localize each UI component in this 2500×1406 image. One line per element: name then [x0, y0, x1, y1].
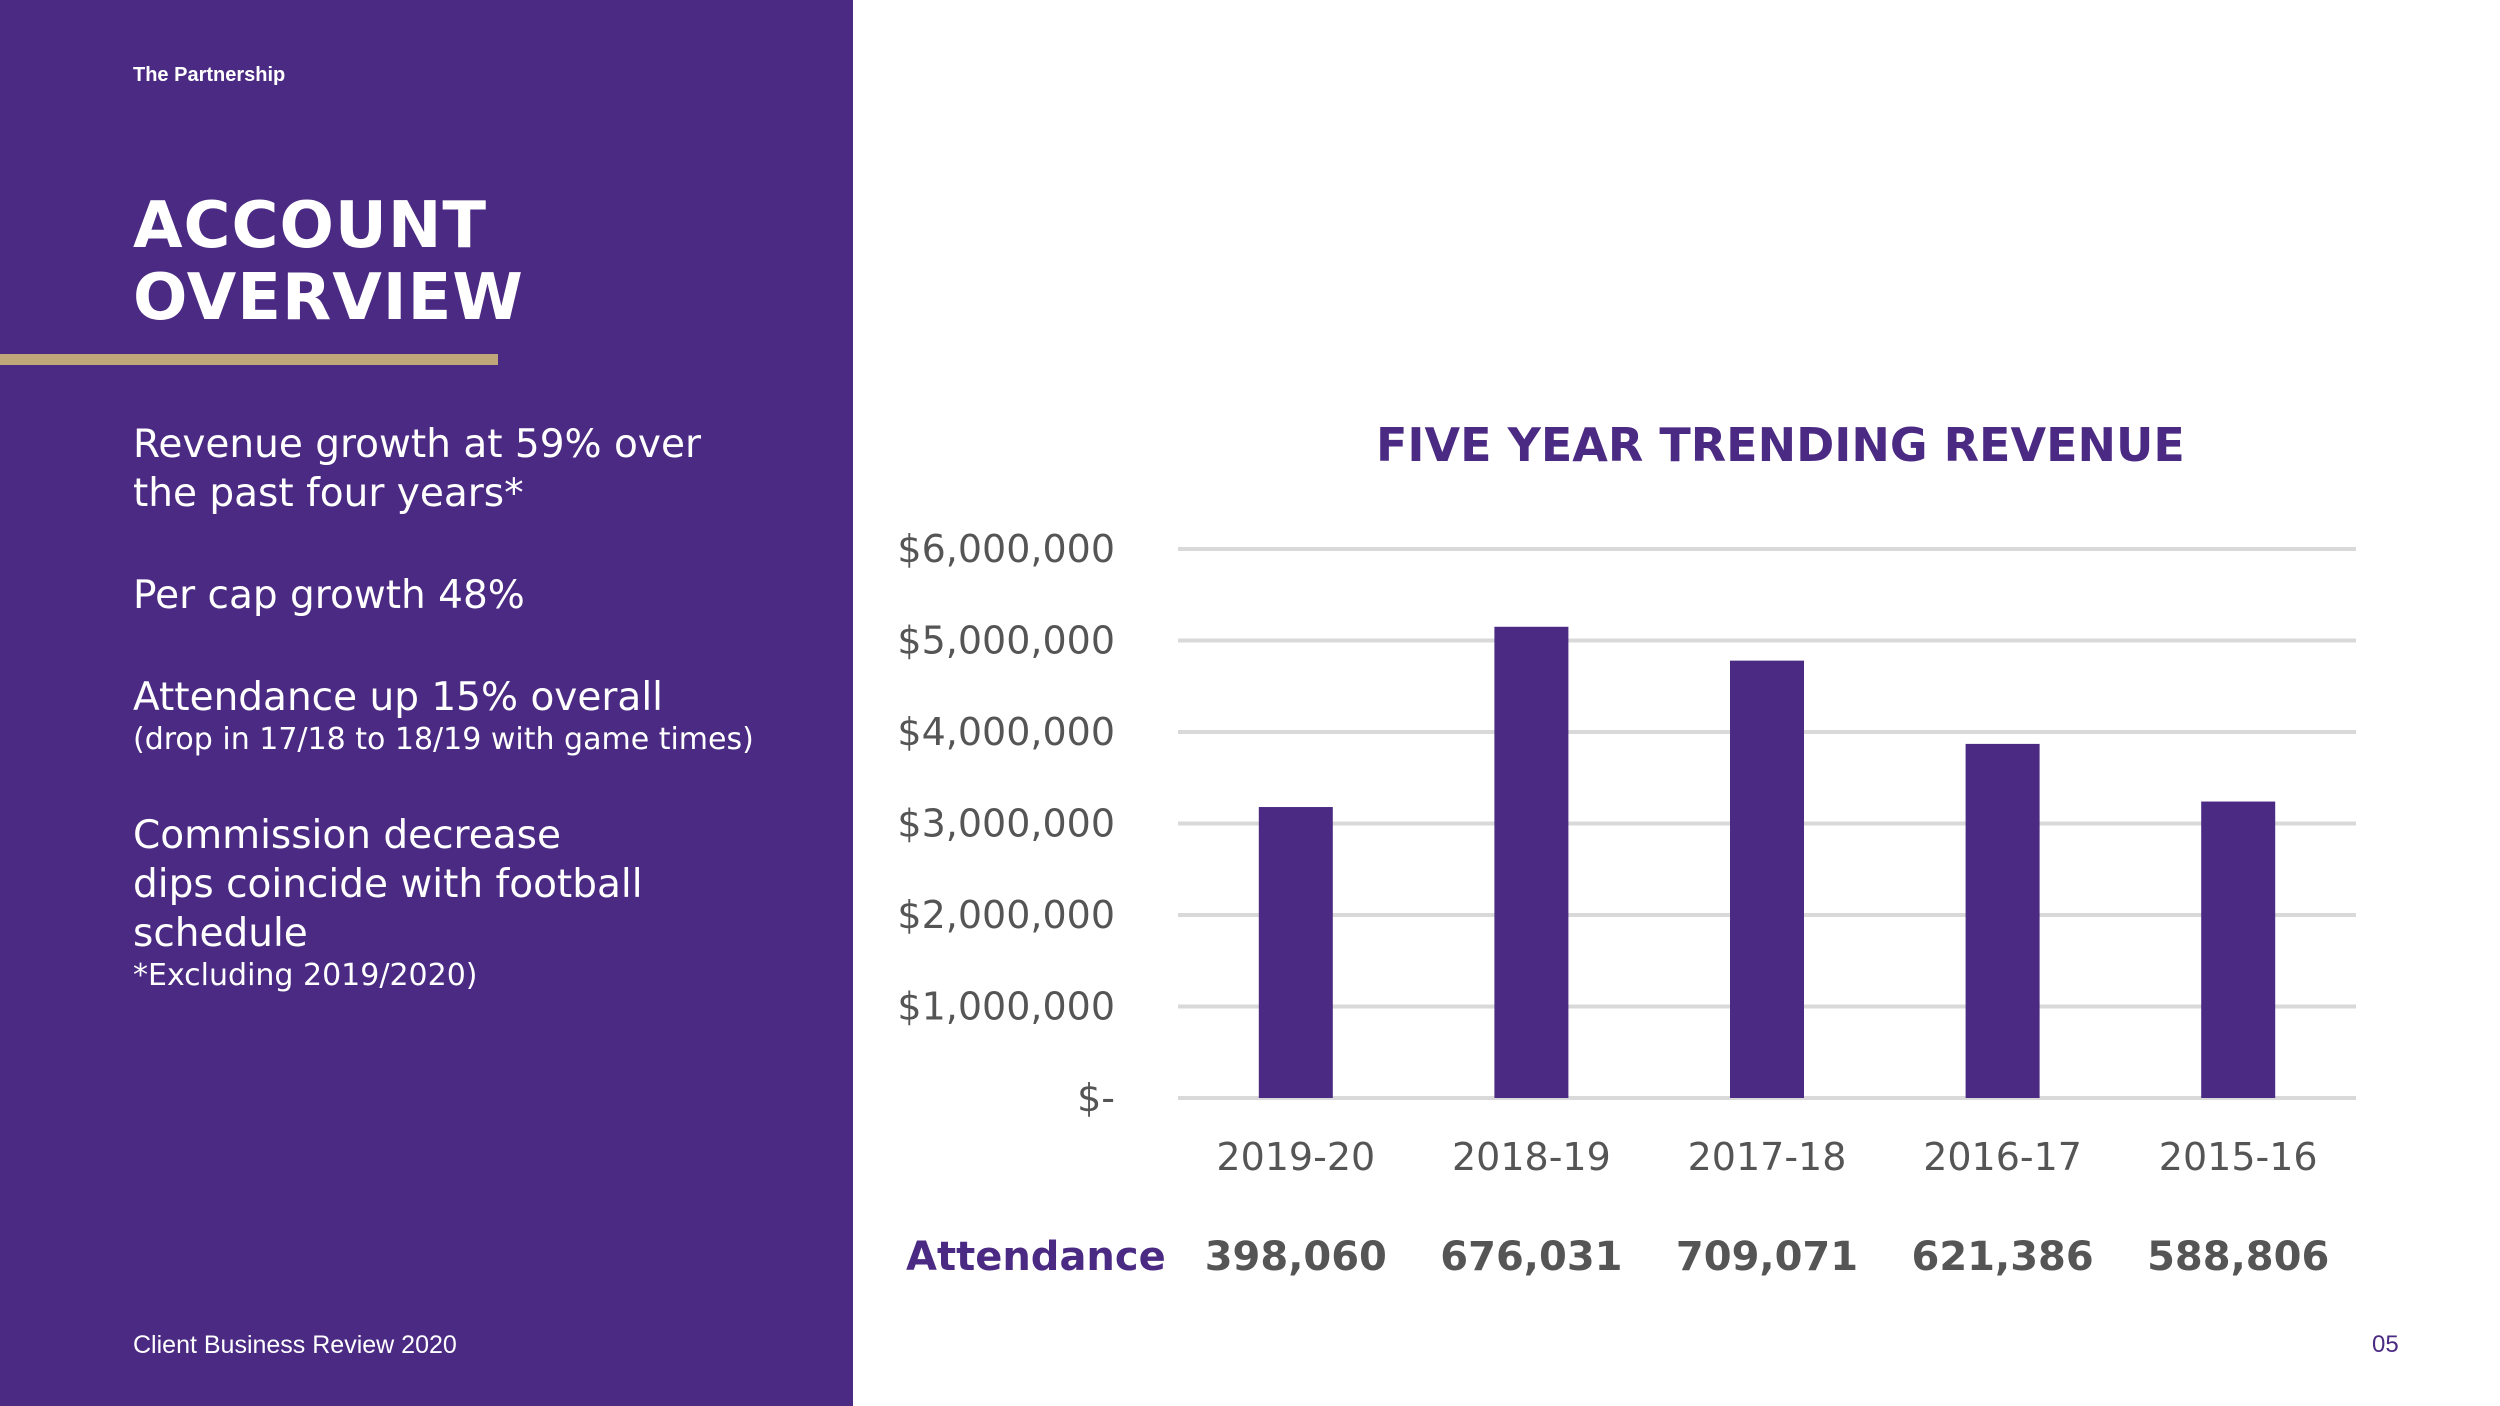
key-point-line: Revenue growth at 59% over [133, 422, 701, 467]
attendance-value: 621,386 [1911, 1234, 2094, 1280]
key-point-attendance: Attendance up 15% overall (drop in 17/18… [133, 673, 833, 758]
y-tick-label: $6,000,000 [897, 527, 1115, 571]
attendance-value: 398,060 [1204, 1234, 1387, 1280]
slide-title-line1: ACCOUNT [133, 189, 488, 263]
y-tick-label: $5,000,000 [897, 619, 1115, 663]
bar-2016-17 [1965, 743, 2040, 1098]
bar-2015-16 [2201, 801, 2276, 1098]
attendance-value: 709,071 [1675, 1234, 1859, 1280]
x-tick-label: 2018-19 [1452, 1135, 1611, 1179]
y-tick-label: $4,000,000 [897, 710, 1115, 754]
key-point-line: the past four years* [133, 471, 524, 516]
y-tick-label: $2,000,000 [897, 893, 1115, 937]
key-point-note: *Excluding 2019/2020) [133, 958, 478, 993]
attendance-value: 588,806 [2147, 1234, 2330, 1280]
slide-title: ACCOUNT OVERVIEW [133, 190, 524, 334]
y-tick-label: $- [1077, 1076, 1115, 1120]
key-point-revenue-growth: Revenue growth at 59% over the past four… [133, 420, 833, 518]
key-point-per-cap: Per cap growth 48% [133, 571, 833, 620]
key-point-line: Attendance up 15% overall [133, 675, 663, 720]
key-point-note: (drop in 17/18 to 18/19 with game times) [133, 722, 754, 757]
chart-title: FIVE YEAR TRENDING REVENUE [1376, 418, 2185, 472]
x-tick-label: 2016-17 [1923, 1135, 2082, 1179]
key-point-line: Commission decrease [133, 813, 561, 858]
x-tick-label: 2019-20 [1216, 1135, 1375, 1179]
key-point-line: dips coincide with football [133, 862, 643, 907]
x-tick-label: 2017-18 [1688, 1135, 1847, 1179]
attendance-value: 676,031 [1440, 1234, 1623, 1280]
section-label: The Partnership [133, 64, 286, 86]
bar-2018-19 [1494, 626, 1569, 1098]
bar-2019-20 [1258, 807, 1333, 1098]
slide-title-line2: OVERVIEW [133, 261, 524, 335]
key-point-line: Per cap growth 48% [133, 573, 525, 618]
y-tick-label: $3,000,000 [897, 802, 1115, 846]
bar-2017-18 [1730, 660, 1804, 1098]
key-point-commission: Commission decrease dips coincide with f… [133, 811, 833, 994]
title-divider [0, 354, 498, 365]
left-panel: The Partnership ACCOUNT OVERVIEW Revenue… [0, 0, 853, 1406]
key-point-line: schedule [133, 911, 308, 956]
y-tick-label: $1,000,000 [897, 985, 1115, 1029]
footer-caption: Client Business Review 2020 [133, 1331, 457, 1359]
x-tick-label: 2015-16 [2159, 1135, 2318, 1179]
key-points: Revenue growth at 59% over the past four… [133, 420, 833, 1047]
attendance-label: Attendance [906, 1234, 1166, 1280]
page-number: 05 [2372, 1331, 2399, 1358]
